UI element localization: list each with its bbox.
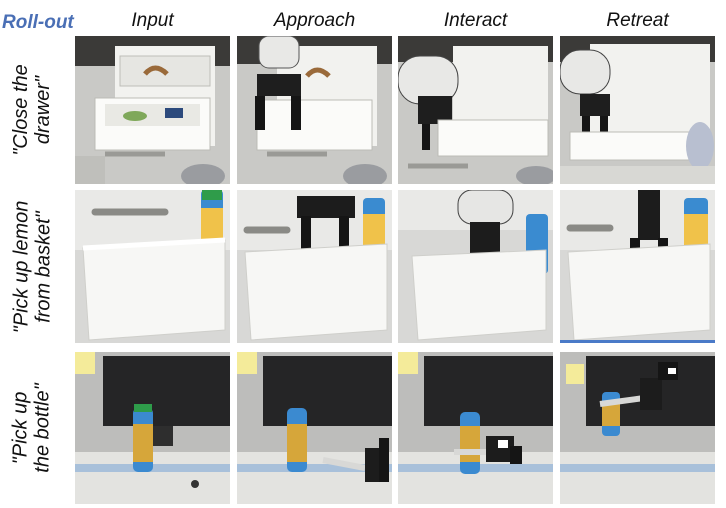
drawer-interact-frame	[398, 36, 553, 184]
bottle-approach-frame	[237, 352, 392, 504]
basket-interact-frame	[398, 190, 553, 343]
drawer-input-frame	[75, 36, 230, 184]
row-label-close-drawer: "Close the drawer"	[10, 64, 54, 156]
column-header-interact: Interact	[443, 10, 508, 31]
row-label-pick-bottle: "Pick up the bottle"	[10, 383, 55, 473]
column-header-approach: Approach	[273, 10, 356, 31]
drawer-retreat-frame	[560, 36, 715, 184]
column-header-input: Input	[131, 10, 174, 31]
bottle-input-frame	[75, 352, 230, 504]
rollout-label: Roll-out	[2, 12, 74, 33]
basket-approach-frame	[237, 190, 392, 343]
basket-input-frame	[75, 190, 230, 343]
bottle-interact-frame	[398, 352, 553, 504]
row-label-pick-lemon: "Pick up lemon from basket"	[10, 200, 54, 333]
column-header-retreat: Retreat	[606, 10, 669, 31]
drawer-approach-frame	[237, 36, 392, 184]
basket-retreat-frame	[560, 190, 715, 343]
bottle-retreat-frame	[560, 352, 715, 504]
